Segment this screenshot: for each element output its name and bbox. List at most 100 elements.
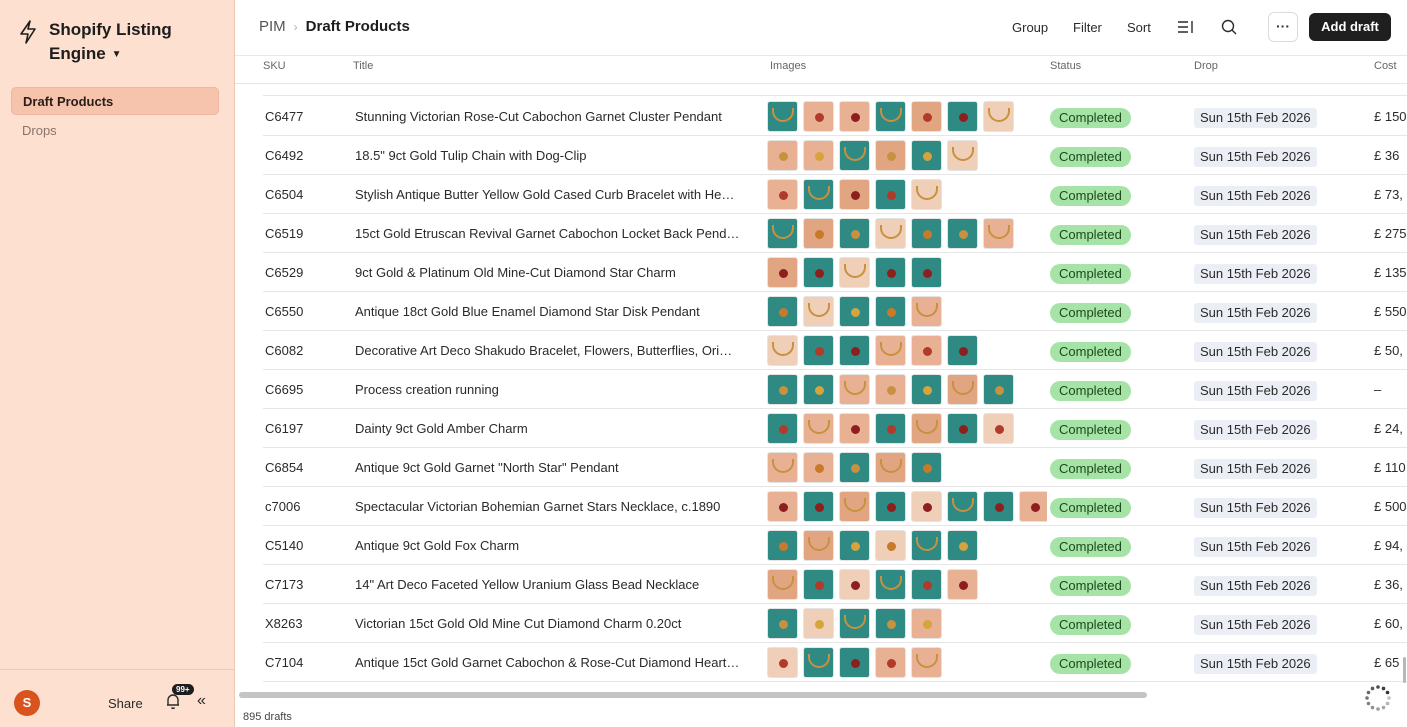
title-cell[interactable]: Dainty 9ct Gold Amber Charm xyxy=(355,421,528,436)
product-image-thumbnail[interactable] xyxy=(839,608,870,639)
status-badge[interactable]: Completed xyxy=(1050,302,1131,323)
drop-tag[interactable]: Sun 15th Feb 2026 xyxy=(1194,146,1317,167)
product-image-thumbnail[interactable] xyxy=(875,491,906,522)
product-image-thumbnail[interactable] xyxy=(767,647,798,678)
product-image-thumbnail[interactable] xyxy=(947,569,978,600)
status-badge[interactable]: Completed xyxy=(1050,224,1131,245)
collapse-sidebar-icon[interactable]: « xyxy=(197,692,206,709)
drop-tag[interactable]: Sun 15th Feb 2026 xyxy=(1194,380,1317,401)
product-image-thumbnail[interactable] xyxy=(875,413,906,444)
product-image-thumbnail[interactable] xyxy=(803,179,834,210)
product-image-thumbnail[interactable] xyxy=(767,530,798,561)
table-row[interactable]: X8263 Victorian 15ct Gold Old Mine Cut Di… xyxy=(263,604,1407,643)
product-image-thumbnail[interactable] xyxy=(983,101,1014,132)
product-image-thumbnail[interactable] xyxy=(767,569,798,600)
product-image-thumbnail[interactable] xyxy=(767,374,798,405)
table-row[interactable]: C5140 Antique 9ct Gold Fox Charm Completed… xyxy=(263,526,1407,565)
drop-tag[interactable]: Sun 15th Feb 2026 xyxy=(1194,185,1317,206)
title-cell[interactable]: Process creation running xyxy=(355,382,499,397)
table-row[interactable]: C6504 Stylish Antique Butter Yellow Gold … xyxy=(263,175,1407,214)
drop-tag[interactable]: Sun 15th Feb 2026 xyxy=(1194,575,1317,596)
status-badge[interactable]: Completed xyxy=(1050,458,1131,479)
product-image-thumbnail[interactable] xyxy=(983,413,1014,444)
product-image-thumbnail[interactable] xyxy=(983,374,1014,405)
status-badge[interactable]: Completed xyxy=(1050,263,1131,284)
title-cell[interactable]: Stunning Victorian Rose-Cut Cabochon Gar… xyxy=(355,109,722,124)
product-image-thumbnail[interactable] xyxy=(911,374,942,405)
title-cell[interactable]: Stylish Antique Butter Yellow Gold Cased… xyxy=(355,187,735,202)
product-image-thumbnail[interactable] xyxy=(983,218,1014,249)
group-button[interactable]: Group xyxy=(1012,20,1049,35)
product-image-thumbnail[interactable] xyxy=(839,101,870,132)
title-cell[interactable]: Decorative Art Deco Shakudo Bracelet, Fl… xyxy=(355,343,733,358)
column-header-drop[interactable]: Drop xyxy=(1194,60,1218,72)
product-image-thumbnail[interactable] xyxy=(875,374,906,405)
table-row[interactable]: C6197 Dainty 9ct Gold Amber Charm Complete… xyxy=(263,409,1407,448)
product-image-thumbnail[interactable] xyxy=(839,647,870,678)
table-row[interactable]: C6492 18.5" 9ct Gold Tulip Chain with Dog… xyxy=(263,136,1407,175)
title-cell[interactable]: Spectacular Victorian Bohemian Garnet St… xyxy=(355,499,721,514)
product-image-thumbnail[interactable] xyxy=(911,140,942,171)
title-cell[interactable]: Antique 18ct Gold Blue Enamel Diamond St… xyxy=(355,304,700,319)
product-image-thumbnail[interactable] xyxy=(803,569,834,600)
drop-tag[interactable]: Sun 15th Feb 2026 xyxy=(1194,341,1317,362)
product-image-thumbnail[interactable] xyxy=(803,491,834,522)
product-image-thumbnail[interactable] xyxy=(803,413,834,444)
sort-button[interactable]: Sort xyxy=(1127,20,1151,35)
product-image-thumbnail[interactable] xyxy=(875,569,906,600)
product-image-thumbnail[interactable] xyxy=(839,218,870,249)
product-image-thumbnail[interactable] xyxy=(911,101,942,132)
table-row[interactable]: C6082 Decorative Art Deco Shakudo Bracele… xyxy=(263,331,1407,370)
table-row[interactable]: C6695 Process creation running Completed Su… xyxy=(263,370,1407,409)
product-image-thumbnail[interactable] xyxy=(839,335,870,366)
title-cell[interactable]: Antique 9ct Gold Fox Charm xyxy=(355,538,520,553)
product-image-thumbnail[interactable] xyxy=(875,296,906,327)
product-image-thumbnail[interactable] xyxy=(875,530,906,561)
product-image-thumbnail[interactable] xyxy=(875,179,906,210)
title-cell[interactable]: 15ct Gold Etruscan Revival Garnet Caboch… xyxy=(355,226,740,241)
drop-tag[interactable]: Sun 15th Feb 2026 xyxy=(1194,419,1317,440)
product-image-thumbnail[interactable] xyxy=(911,218,942,249)
product-image-thumbnail[interactable] xyxy=(767,413,798,444)
table-row[interactable]: c7006 Spectacular Victorian Bohemian Garn… xyxy=(263,487,1407,526)
search-icon[interactable] xyxy=(1218,16,1240,38)
title-cell[interactable]: Victorian 15ct Gold Old Mine Cut Diamond… xyxy=(355,616,682,631)
product-image-thumbnail[interactable] xyxy=(911,413,942,444)
product-image-thumbnail[interactable] xyxy=(875,218,906,249)
product-image-thumbnail[interactable] xyxy=(911,257,942,288)
product-image-thumbnail[interactable] xyxy=(911,608,942,639)
product-image-thumbnail[interactable] xyxy=(767,101,798,132)
column-header-title[interactable]: Title xyxy=(353,60,374,72)
product-image-thumbnail[interactable] xyxy=(875,257,906,288)
product-image-thumbnail[interactable] xyxy=(875,452,906,483)
drop-tag[interactable]: Sun 15th Feb 2026 xyxy=(1194,458,1317,479)
product-image-thumbnail[interactable] xyxy=(947,140,978,171)
table-row[interactable]: C7173 14" Art Deco Faceted Yellow Uranium… xyxy=(263,565,1407,604)
product-image-thumbnail[interactable] xyxy=(1019,491,1047,522)
product-image-thumbnail[interactable] xyxy=(767,491,798,522)
product-image-thumbnail[interactable] xyxy=(839,491,870,522)
status-badge[interactable]: Completed xyxy=(1050,575,1131,596)
table-row[interactable]: C6529 9ct Gold & Platinum Old Mine-Cut Di… xyxy=(263,253,1407,292)
product-image-thumbnail[interactable] xyxy=(911,296,942,327)
column-header-sku[interactable]: SKU xyxy=(263,60,286,72)
product-image-thumbnail[interactable] xyxy=(875,335,906,366)
product-image-thumbnail[interactable] xyxy=(875,101,906,132)
product-image-thumbnail[interactable] xyxy=(767,452,798,483)
drop-tag[interactable]: Sun 15th Feb 2026 xyxy=(1194,653,1317,674)
workspace-switcher[interactable]: Shopify Listing Engine ▼ xyxy=(18,18,189,67)
add-draft-button[interactable]: Add draft xyxy=(1309,13,1391,41)
drop-tag[interactable]: Sun 15th Feb 2026 xyxy=(1194,497,1317,518)
table-row[interactable]: C7104 Antique 15ct Gold Garnet Cabochon &… xyxy=(263,643,1407,682)
product-image-thumbnail[interactable] xyxy=(803,101,834,132)
product-image-thumbnail[interactable] xyxy=(839,140,870,171)
product-image-thumbnail[interactable] xyxy=(983,491,1014,522)
product-image-thumbnail[interactable] xyxy=(911,179,942,210)
table-row[interactable]: C6854 Antique 9ct Gold Garnet "North Star… xyxy=(263,448,1407,487)
breadcrumb-root[interactable]: PIM xyxy=(259,18,286,35)
drop-tag[interactable]: Sun 15th Feb 2026 xyxy=(1194,263,1317,284)
avatar[interactable]: S xyxy=(14,690,40,716)
product-image-thumbnail[interactable] xyxy=(875,647,906,678)
product-image-thumbnail[interactable] xyxy=(875,140,906,171)
product-image-thumbnail[interactable] xyxy=(839,179,870,210)
